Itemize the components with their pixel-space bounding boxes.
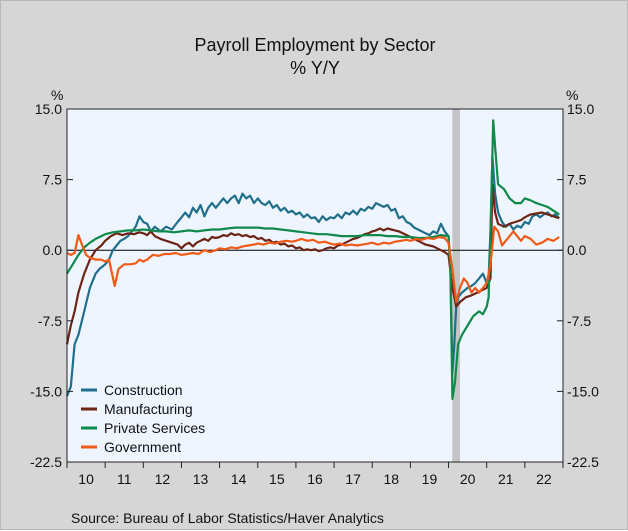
y-tick-label-right: 7.5: [567, 172, 587, 188]
y-axis-label-left: %: [51, 87, 63, 103]
series-line-government: [66, 225, 560, 304]
legend-label: Manufacturing: [104, 401, 193, 417]
x-tick-label: 11: [117, 471, 132, 487]
y-tick-label-left: -15.0: [30, 383, 62, 399]
x-tick-label: 15: [269, 471, 285, 487]
y-tick-label-right: -7.5: [567, 313, 591, 329]
plot-border: [66, 108, 564, 463]
y-tick-label-left: 15.0: [35, 101, 62, 117]
legend: Construction Manufacturing Private Service…: [81, 382, 205, 455]
source-note: Source: Bureau of Labor Statistics/Haver…: [71, 510, 384, 526]
legend-label: Private Services: [104, 420, 205, 436]
x-tick-label: 19: [422, 471, 438, 487]
chart-title: Payroll Employment by Sector: [194, 35, 435, 55]
series-line-manufacturing: [65, 183, 560, 345]
series-line-private-services: [66, 119, 560, 400]
y-tick-label-right: -22.5: [567, 454, 599, 470]
y-axis-label-right: %: [566, 87, 578, 103]
x-tick-label: 16: [307, 471, 323, 487]
x-tick-label: 17: [345, 471, 361, 487]
y-tick-label-left: 7.5: [43, 172, 63, 188]
legend-label: Government: [104, 439, 181, 455]
x-tick-label: 21: [498, 471, 514, 487]
x-tick-label: 20: [460, 471, 476, 487]
y-tick-label-right: 0.0: [567, 242, 587, 258]
chart-subtitle: % Y/Y: [290, 58, 340, 78]
x-tick-label: 18: [384, 471, 400, 487]
x-tick-label: 10: [78, 471, 94, 487]
plot-area: [66, 108, 564, 463]
y-tick-label-left: -22.5: [30, 454, 62, 470]
x-tick-label: 12: [155, 471, 171, 487]
x-tick-label: 22: [536, 471, 552, 487]
recession-band: [452, 109, 460, 462]
x-tick-label: 13: [193, 471, 209, 487]
y-tick-label-right: 15.0: [567, 101, 594, 117]
series-line-construction: [65, 155, 560, 397]
y-tick-label-left: 0.0: [43, 242, 63, 258]
ticks-layer: 15.0 15.0 7.5 7.5 0.0 0.0 -7.5 -7.5 -15.0 -15.0 -2…: [30, 101, 599, 487]
x-tick-label: 14: [231, 471, 247, 487]
series-layer: [65, 119, 560, 400]
legend-label: Construction: [104, 382, 183, 398]
y-tick-label-right: -15.0: [567, 383, 599, 399]
y-tick-label-left: -7.5: [38, 313, 62, 329]
